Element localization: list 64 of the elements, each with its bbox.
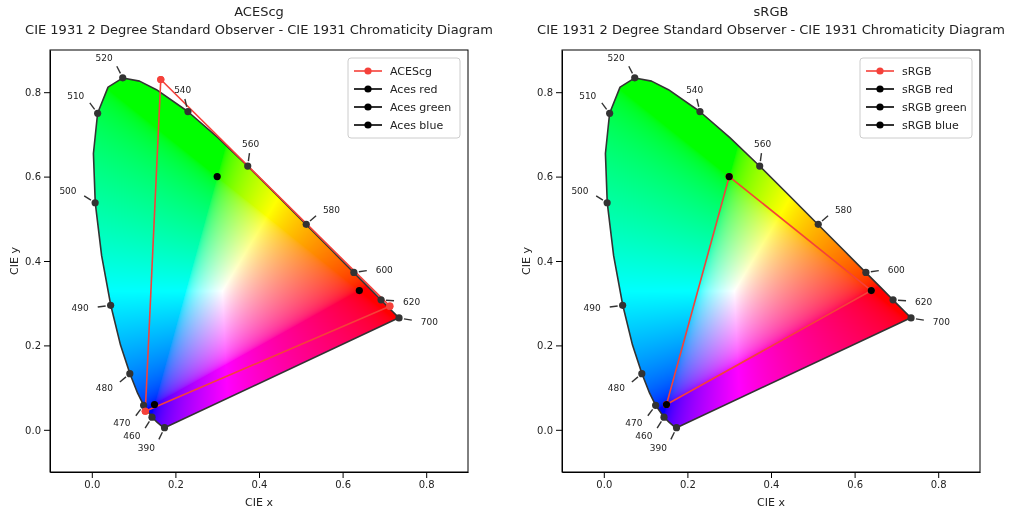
y-axis-title: CIE y	[8, 246, 21, 275]
y-tick-label: 0.2	[537, 340, 553, 352]
chart-title: sRGB	[753, 4, 789, 19]
annotation: 580	[322, 205, 341, 216]
annotation: 580	[834, 205, 853, 216]
x-tick-label: 0.6	[335, 479, 352, 491]
annotation: 700	[932, 316, 951, 327]
annotation: 480	[95, 382, 114, 393]
legend-label: Aces green	[390, 100, 452, 114]
annotation: 390	[649, 442, 668, 453]
annotation: 510	[67, 90, 85, 101]
x-tick-label: 0.6	[847, 479, 864, 491]
annotation: 460	[635, 431, 653, 441]
legend-label: sRGB	[902, 64, 932, 78]
chart-subtitle: CIE 1931 2 Degree Standard Observer - CIE 1931 Chromaticity Diagram	[537, 22, 1005, 37]
x-tick-label: 0.8	[930, 479, 947, 491]
y-tick-label: 0.6	[25, 171, 41, 183]
y-tick-label: 0.0	[25, 424, 41, 436]
chart-title: ACEScg	[234, 4, 284, 19]
annotation: 470	[113, 418, 131, 429]
x-tick-label: 0.2	[679, 479, 696, 491]
annotation: 490	[583, 303, 602, 314]
x-tick-label: 0.2	[167, 479, 184, 491]
annotation: 390	[137, 442, 156, 453]
y-tick-label: 0.4	[25, 255, 41, 267]
x-tick-label: 0.4	[251, 479, 268, 491]
x-tick-label: 0.8	[418, 479, 435, 491]
annotation: 500	[571, 186, 589, 197]
legend-label: sRGB green	[902, 100, 967, 114]
x-tick-label: 0.4	[763, 479, 780, 491]
legend-label: ACEScg	[390, 64, 432, 78]
x-axis-title: CIE x	[245, 496, 274, 509]
annotation: 460	[123, 431, 141, 441]
chart-subtitle: CIE 1931 2 Degree Standard Observer - CIE 1931 Chromaticity Diagram	[25, 22, 493, 37]
y-tick-label: 0.6	[537, 171, 553, 183]
annotation: 480	[607, 382, 626, 393]
annotation: 520	[607, 53, 625, 64]
x-tick-label: 0.0	[84, 479, 101, 491]
x-axis-title: CIE x	[757, 496, 786, 509]
annotation: 500	[59, 186, 77, 197]
annotation: 540	[686, 85, 704, 96]
annotation: 490	[71, 303, 90, 314]
annotation: 600	[887, 264, 906, 275]
legend-label: Aces red	[390, 82, 438, 96]
legend-label: sRGB red	[902, 82, 953, 96]
y-tick-label: 0.2	[25, 340, 41, 352]
annotation: 600	[375, 264, 394, 275]
legend-label: Aces blue	[390, 118, 444, 132]
x-tick-label: 0.0	[596, 479, 613, 491]
annotation: 540	[174, 85, 192, 96]
y-tick-label: 0.4	[537, 255, 553, 267]
y-tick-label: 0.8	[25, 86, 41, 98]
y-axis-title: CIE y	[520, 246, 533, 275]
y-tick-label: 0.0	[537, 424, 553, 436]
annotation: 620	[403, 296, 421, 307]
annotation: 620	[915, 296, 933, 307]
annotation: 560	[754, 139, 772, 150]
annotation: 700	[420, 316, 439, 327]
annotation: 560	[242, 139, 260, 150]
legend-label: sRGB blue	[902, 118, 959, 132]
annotation: 470	[625, 418, 643, 429]
annotation: 510	[579, 90, 597, 101]
annotation: 520	[95, 53, 113, 64]
y-tick-label: 0.8	[537, 86, 553, 98]
